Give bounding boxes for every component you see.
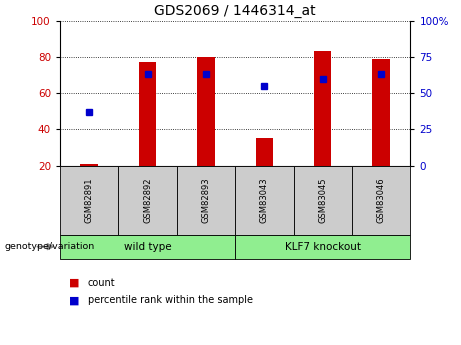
- Text: GSM82892: GSM82892: [143, 177, 152, 223]
- Text: wild type: wild type: [124, 242, 171, 252]
- Text: GSM83043: GSM83043: [260, 177, 269, 223]
- Bar: [197, 57, 215, 166]
- Title: GDS2069 / 1446314_at: GDS2069 / 1446314_at: [154, 4, 316, 18]
- Text: GSM83045: GSM83045: [318, 177, 327, 223]
- Text: GSM83046: GSM83046: [377, 177, 385, 223]
- Bar: [372, 59, 390, 166]
- Text: percentile rank within the sample: percentile rank within the sample: [88, 295, 253, 305]
- Bar: [139, 62, 156, 166]
- Text: ■: ■: [69, 295, 80, 305]
- Bar: [255, 138, 273, 166]
- Bar: [314, 51, 331, 166]
- Bar: [80, 164, 98, 166]
- Text: count: count: [88, 278, 115, 288]
- Text: GSM82893: GSM82893: [201, 177, 210, 223]
- Text: ■: ■: [69, 278, 80, 288]
- Text: GSM82891: GSM82891: [85, 177, 94, 223]
- Text: genotype/variation: genotype/variation: [5, 242, 95, 251]
- Text: KLF7 knockout: KLF7 knockout: [285, 242, 361, 252]
